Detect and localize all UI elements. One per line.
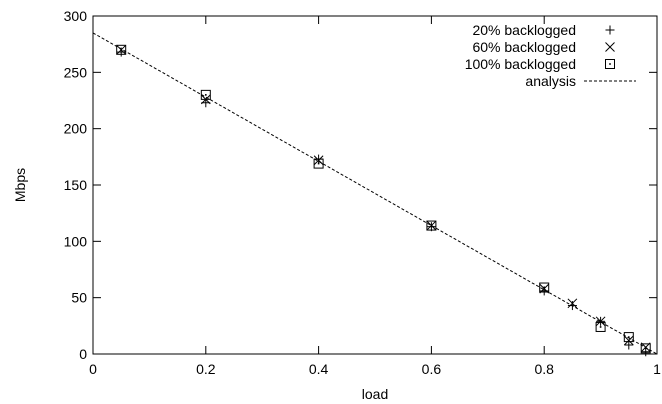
box (116, 44, 127, 55)
data-point-series-2 (116, 44, 127, 55)
box (640, 343, 651, 354)
legend-label: analysis (525, 73, 576, 89)
box (313, 158, 324, 169)
data-point-series-0 (116, 47, 126, 57)
x-tick-label: 0.6 (422, 361, 442, 377)
y-tick-label: 150 (64, 177, 88, 193)
data-point-series-2 (623, 332, 634, 343)
box (539, 282, 550, 293)
data-markers (116, 44, 651, 357)
x-axis-label: load (362, 386, 388, 402)
y-axis-label: Mbps (12, 168, 28, 202)
box-dot (205, 94, 207, 96)
y-tick-label: 50 (71, 290, 87, 306)
y-tick-label: 250 (64, 64, 88, 80)
box-dot (543, 286, 545, 289)
data-point-series-2 (426, 220, 437, 231)
analysis-line (92, 32, 658, 355)
y-tick-label: 300 (64, 8, 88, 24)
y-tick-label: 100 (64, 233, 88, 249)
box-dot (609, 63, 611, 65)
x-tick-label: 0.8 (534, 361, 554, 377)
box-dot (628, 336, 630, 338)
data-point-series-1 (595, 316, 606, 327)
x-tick-label: 0.4 (309, 361, 329, 377)
box (623, 332, 634, 343)
x-tick-label: 0.2 (196, 361, 216, 377)
x-tick-label: 1 (653, 361, 661, 377)
cross-b (623, 335, 634, 346)
legend-swatch (605, 25, 615, 35)
x-axis-ticks: 0 0.2 0.4 0.6 0.8 1 (89, 16, 661, 377)
y-tick-label: 200 (64, 121, 88, 137)
x-tick-label: 0 (89, 361, 97, 377)
box-dot (317, 162, 320, 165)
box (426, 220, 437, 231)
box-dot (599, 326, 602, 328)
legend-swatch (605, 42, 615, 52)
data-point-series-2 (640, 343, 651, 354)
box (605, 59, 615, 69)
box-dot (644, 347, 647, 350)
legend-swatch (605, 59, 615, 69)
data-point-series-0 (567, 301, 577, 311)
y-axis-ticks: 0 50 100 150 200 250 300 (64, 8, 657, 362)
y-tick-label: 0 (79, 346, 87, 362)
legend-label: 60% backlogged (472, 39, 576, 55)
box (595, 321, 606, 332)
data-point-series-2 (595, 321, 606, 332)
legend-label: 100% backlogged (465, 56, 576, 72)
data-point-series-2 (539, 282, 550, 293)
cross-b (605, 42, 615, 52)
box-dot (430, 224, 433, 227)
data-point-series-2 (313, 158, 324, 169)
data-point-series-1 (623, 335, 634, 346)
data-point-series-1 (567, 298, 578, 309)
legend-label: 20% backlogged (472, 22, 576, 38)
cross-b (567, 298, 578, 309)
box (200, 89, 211, 100)
box-dot (120, 49, 122, 51)
data-point-series-1 (313, 155, 324, 166)
data-point-series-2 (200, 89, 211, 100)
cross-b (313, 155, 324, 166)
cross-b (595, 316, 606, 327)
